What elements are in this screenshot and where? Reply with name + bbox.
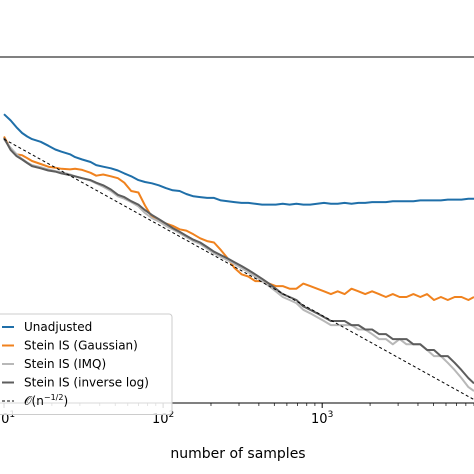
legend: Unadjusted Stein IS (Gaussian) Stein IS (I…	[0, 313, 173, 415]
legend-box	[0, 313, 173, 415]
series-line-1	[3, 136, 474, 301]
legend-label: Stein IS (Gaussian)	[24, 339, 138, 353]
series-line-3	[3, 137, 474, 385]
series-line-0	[3, 113, 474, 206]
x-tick-label: 103	[311, 410, 333, 427]
legend-label: Unadjusted	[24, 320, 92, 334]
x-tick-label: 102	[152, 410, 174, 427]
x-axis-label: number of samples	[170, 446, 305, 462]
legend-label: Stein IS (IMQ)	[24, 357, 106, 371]
series-layer	[3, 113, 474, 401]
legend-label: Stein IS (inverse log)	[24, 376, 149, 390]
legend-label: 𝒪(n−1/2)	[24, 393, 68, 408]
series-line-4	[3, 138, 474, 401]
